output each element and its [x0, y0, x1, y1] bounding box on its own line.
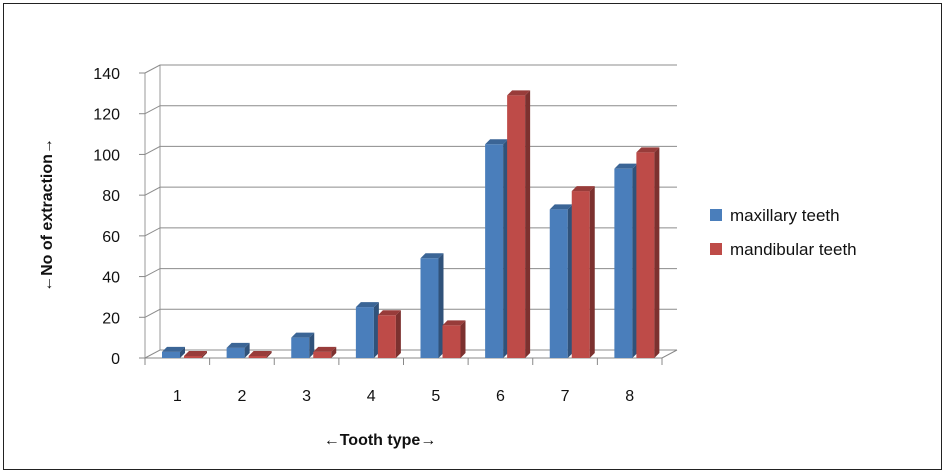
- gridline: [144, 105, 677, 115]
- gridline: [144, 227, 677, 237]
- gridline: [144, 268, 677, 278]
- bar-mandibular-7: [571, 186, 595, 358]
- bar-mandibular-6: [507, 90, 531, 359]
- y-tick-label: 20: [102, 310, 120, 327]
- bar-maxillary-4: [355, 302, 379, 358]
- y-axis-title: ←No of extraction→: [39, 138, 56, 292]
- bar-mandibular-1: [184, 350, 207, 358]
- x-tick-label: 3: [302, 388, 311, 405]
- bar-mandibular-2: [248, 350, 272, 358]
- y-tick-label: 40: [102, 270, 120, 287]
- x-tick-label: 6: [496, 388, 505, 405]
- bar-mandibular-3: [313, 346, 337, 358]
- gridline: [144, 64, 677, 74]
- x-tick-labels: 1 2 3 4 5 6 7 8: [173, 388, 634, 405]
- bar-maxillary-6: [485, 139, 509, 358]
- gridline: [144, 145, 677, 155]
- legend-label-maxillary: maxillary teeth: [730, 206, 840, 225]
- bars: [162, 90, 660, 359]
- bar-maxillary-5: [420, 253, 444, 358]
- y-tick-label: 120: [93, 107, 120, 124]
- bar-maxillary-8: [614, 163, 638, 358]
- bar-mandibular-4: [377, 310, 401, 358]
- y-tick-label: 0: [111, 351, 120, 368]
- gridline: [144, 308, 677, 318]
- y-tick-label: 140: [93, 66, 120, 83]
- bar-mandibular-5: [442, 320, 466, 358]
- legend-label-mandibular: mandibular teeth: [730, 240, 857, 259]
- legend-swatch-maxillary: [710, 209, 722, 221]
- bar-maxillary-2: [226, 342, 250, 358]
- gridline: [144, 186, 677, 196]
- y-tick-label: 100: [93, 147, 120, 164]
- y-tick-label: 80: [102, 188, 120, 205]
- x-tick-label: 5: [431, 388, 440, 405]
- x-axis-title: ←Tooth type→: [324, 432, 437, 449]
- bar-maxillary-3: [291, 332, 315, 358]
- y-tick-labels: 0 20 40 60 80 100 120 140: [93, 66, 120, 368]
- x-tick-label: 1: [173, 388, 182, 405]
- x-tick-label: 2: [237, 388, 246, 405]
- bar-maxillary-1: [162, 346, 185, 358]
- x-tick-label: 8: [625, 388, 634, 405]
- gridline: [144, 349, 677, 359]
- x-tick-label: 4: [367, 388, 376, 405]
- legend-swatch-mandibular: [710, 243, 722, 255]
- legend: maxillary teeth mandibular teeth: [710, 206, 857, 259]
- bar-mandibular-8: [636, 147, 660, 358]
- gridlines: [139, 64, 678, 365]
- x-tick-label: 7: [561, 388, 570, 405]
- y-tick-label: 60: [102, 229, 120, 246]
- bar-maxillary-7: [549, 204, 573, 358]
